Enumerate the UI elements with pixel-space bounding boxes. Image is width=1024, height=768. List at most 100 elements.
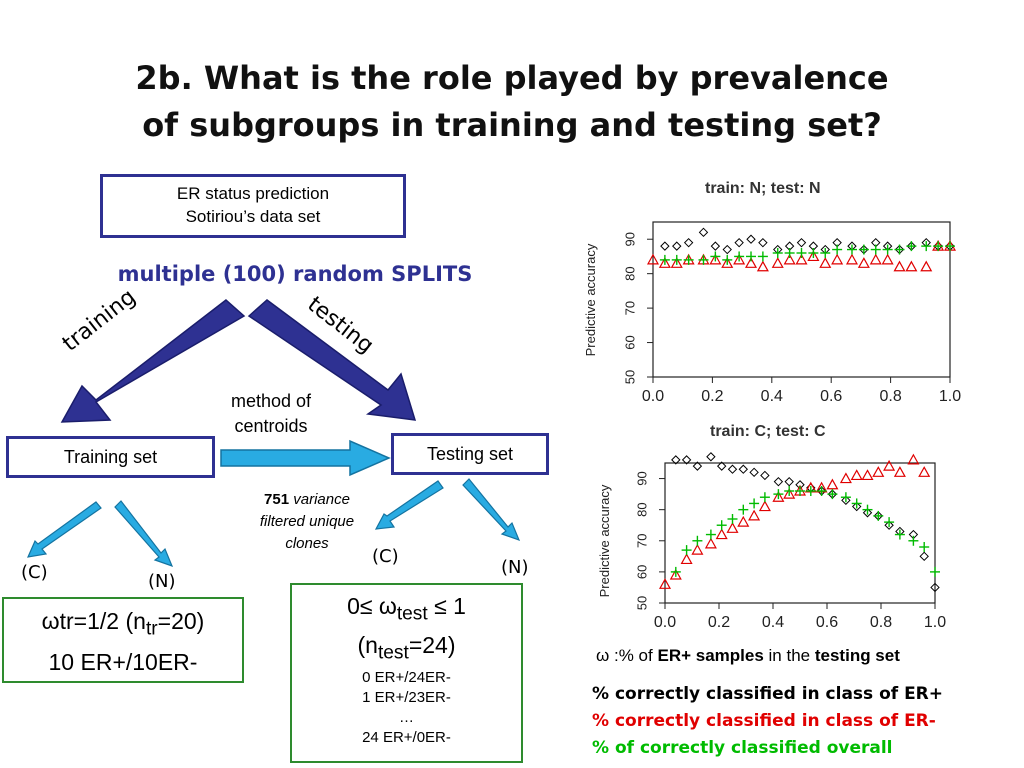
slide-title: 2b. What is the role played by prevalenc… (0, 55, 1024, 149)
variance-label: 751 variance filtered unique clones (232, 489, 382, 555)
data-point-plus (683, 254, 694, 265)
data-point-plus (692, 535, 703, 546)
data-point-plus (870, 244, 881, 255)
training-arrow (60, 299, 246, 423)
data-point-triangle (758, 500, 771, 512)
data-point-triangle (772, 490, 785, 502)
data-point-plus (858, 244, 869, 255)
data-point-triangle (893, 466, 906, 477)
variance-number: 751 (264, 491, 290, 508)
data-point-triangle (881, 253, 894, 265)
dataset-line-1: ER status prediction (176, 184, 330, 203)
data-point-triangle (670, 257, 683, 268)
dataset-line-2: Sotiriou’s data set (185, 207, 321, 226)
data-point-plus (882, 244, 893, 255)
data-point-plus (659, 254, 670, 265)
data-point-plus (784, 486, 795, 496)
legend-er-plus: % correctly classified in class of ER+ (592, 684, 944, 704)
data-point-triangle (691, 543, 704, 555)
chart-1: 0.0 0.2 0.4 0.6 0.8 1.0 50 60 70 80 90 Predictive a… (583, 221, 961, 405)
test-c-label: (C) (372, 546, 399, 567)
chart-2-title: train: C; test: C (710, 423, 826, 440)
data-point-triangle (771, 257, 784, 268)
data-point-plus (772, 248, 783, 258)
data-point-triangle (646, 253, 660, 265)
data-point-plus (832, 244, 843, 255)
data-point-plus (757, 251, 768, 262)
data-point-diamond (919, 551, 929, 562)
data-point-triangle (721, 257, 734, 268)
data-point-triangle (715, 528, 728, 540)
test-list-item: 0 ER+/24ER- (362, 669, 451, 687)
data-point-plus (827, 489, 838, 500)
data-point-diamond (758, 237, 768, 248)
x-tick-label: 0.6 (816, 614, 838, 631)
x-tick-label: 0.8 (870, 614, 892, 631)
data-point-triangle (845, 253, 859, 265)
omega-bold-2: testing set (814, 646, 900, 665)
train-n-label: (N) (148, 571, 176, 592)
data-point-diamond (862, 508, 873, 518)
data-point-triangle (850, 469, 863, 481)
x-tick-label: 1.0 (939, 388, 961, 405)
data-point-plus (851, 498, 862, 509)
data-point-plus (716, 520, 727, 531)
x-tick-label: 0.4 (762, 614, 784, 631)
data-point-diamond (851, 501, 862, 512)
method-arrow (220, 439, 391, 477)
data-point-triangle (872, 466, 885, 477)
method-label: method of centroids (196, 389, 346, 439)
x-tick-label: 0.2 (708, 614, 730, 631)
data-point-triangle (861, 469, 874, 481)
data-point-plus (722, 254, 733, 265)
data-point-triangle (907, 453, 920, 465)
data-point-diamond (884, 520, 894, 530)
x-tick-label: 1.0 (924, 614, 946, 631)
data-point-plus (816, 486, 827, 496)
data-point-plus (784, 248, 795, 258)
data-point-diamond (773, 476, 784, 487)
data-point-triangle (669, 568, 682, 580)
data-point-diamond (672, 241, 682, 251)
training-set-box: Training set (6, 436, 215, 478)
data-point-plus (921, 241, 932, 252)
data-point-triangle (658, 257, 671, 268)
data-point-plus (698, 254, 709, 265)
data-point-triangle (726, 522, 739, 533)
y-tick-label: 50 (622, 370, 637, 384)
data-point-plus (846, 244, 857, 255)
data-point-plus (796, 248, 807, 258)
data-point-diamond (671, 455, 681, 465)
data-point-plus (805, 486, 816, 496)
data-point-diamond (760, 470, 770, 481)
data-point-plus (738, 504, 749, 515)
data-point-triangle (783, 253, 796, 265)
data-point-plus (808, 248, 819, 258)
dataset-box: ER status prediction Sotiriou’s data set (100, 174, 406, 238)
data-point-triangle (920, 260, 933, 272)
data-point-triangle (737, 515, 750, 527)
data-point-plus (710, 251, 721, 262)
data-point-triangle (807, 250, 820, 262)
data-point-plus (746, 251, 757, 262)
x-tick-label: 0.0 (642, 388, 664, 405)
x-tick-label: 0.8 (879, 388, 901, 405)
test-list-item: 1 ER+/23ER- (362, 689, 451, 707)
method-line-1: method of (230, 391, 312, 411)
data-point-diamond (660, 241, 670, 251)
data-point-plus (734, 251, 745, 262)
data-point-plus (894, 529, 905, 540)
data-point-diamond (692, 461, 703, 471)
data-point-diamond (749, 467, 759, 478)
y-tick-label: 90 (634, 471, 649, 485)
x-tick-label: 0.2 (701, 388, 723, 405)
title-line-1: 2b. What is the role played by prevalenc… (135, 59, 889, 97)
method-line-2: centroids (234, 416, 308, 436)
data-point-triangle (733, 253, 746, 265)
data-point-diamond (716, 461, 727, 471)
test-range: 0≤ ωtest ≤ 1 (347, 593, 466, 625)
data-point-plus (908, 535, 919, 546)
data-point-triangle (826, 478, 839, 490)
test-n-label: (N) (501, 557, 529, 578)
